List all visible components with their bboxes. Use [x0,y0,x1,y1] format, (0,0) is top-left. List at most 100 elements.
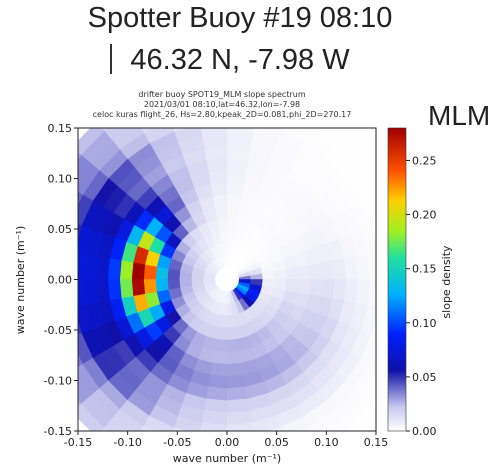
spectrum-cell [107,279,122,301]
spectrum-cell [83,253,99,280]
spectrum-cell [132,97,166,122]
spectrum-cell [172,427,188,431]
colorbar [387,127,407,432]
spectrum-cell [332,258,347,280]
spectrum-cell [372,152,376,160]
spectrum-cells [27,74,376,468]
spectrum-cell [208,170,228,185]
y-axis-label: wave number (m⁻¹) [14,226,27,334]
colorbar-tick-label: 0.15 [412,263,437,276]
spectrum-cell [361,304,376,334]
spectrum-cell [95,256,110,280]
spectrum-cell [251,128,281,144]
spectrum-cell [212,194,228,209]
x-tick-label: 0.00 [215,436,240,449]
x-tick-label: -0.05 [163,436,191,449]
spectrum-cell [226,194,242,209]
spectrum-cell [143,279,157,295]
spectrum-cell [208,374,228,389]
spectrum-cell [227,98,258,113]
spectrum-cell [101,128,109,132]
spectrum-cell [332,279,347,301]
spectrum-cell [367,279,376,307]
spectrum-cell [198,110,227,125]
spectrum-cell [78,191,83,206]
spectrum-cell [226,350,242,365]
spectrum-cell [203,145,228,161]
method-label: MLM [428,100,491,131]
spectrum-cell [226,398,251,414]
spectrum-cell [372,319,376,335]
spectrum-cell [200,422,228,431]
spectrum-cell [203,398,228,414]
colorbar-tick-label: 0.20 [412,209,437,222]
spectrum-cell [266,128,282,132]
spectrum-cell [126,447,162,468]
spectrum-cell [285,279,299,293]
x-tick-label: 0.15 [364,436,389,449]
spectrum-cell [206,386,228,401]
spectrum-cell [78,252,87,280]
chart-title: Spotter Buoy #19 08:10 [87,2,393,34]
spectrum-cell [119,279,134,299]
spectrum-cell [192,74,227,89]
y-tick-label: 0.10 [48,173,73,186]
text-cursor [110,44,112,74]
colorbar-tick-label: 0.00 [412,425,437,438]
spectrum-cell [226,422,254,431]
spectrum-cell [196,98,227,113]
spectrum-cell [226,362,244,377]
spectrum-cell [173,415,203,431]
spectrum-cell [226,374,246,389]
spectrum-cell [320,260,335,280]
spectrum-cell [206,158,228,173]
spectrum-cell [27,209,47,246]
spectrum-cell [260,77,296,98]
spectrum-cell [226,218,238,233]
spectrum-cell [345,128,353,132]
spectrum-cell [226,158,248,173]
y-axis-ticks: 0.15 0.10 0.05 0.00 -0.05 -0.10 -0.15 [44,122,78,438]
spectrum-cell [226,206,240,221]
spectrum-cell [78,225,93,255]
spectrum-cell [308,262,323,280]
spectrum-cell [78,194,94,226]
spectrum-cell [372,399,376,407]
spectrum-cell [297,264,311,280]
spectrum-cell [78,128,105,156]
spectrum-cell [371,353,376,368]
spectrum-cell [360,333,376,365]
spectrum-cell [273,279,287,291]
colorbar-label: slope density [440,245,453,319]
spectrum-cell [256,101,288,121]
spectrum-cell [131,262,146,280]
spectrum-cell [111,409,144,431]
spectrum-cell [107,258,122,280]
spectrum-cell [349,403,376,431]
colorbar-tick-label: 0.10 [412,317,437,330]
spectrum-cell [78,152,82,160]
spectrum-cell [216,326,228,341]
x-tick-label: -0.15 [64,436,92,449]
colorbar-tick-label: 0.05 [412,371,437,384]
spectrum-cell [227,86,260,101]
spectrum-cell [310,128,343,150]
spectrum-cell [119,260,134,280]
colorbar-ticks: 0.00 0.05 0.10 0.15 0.20 0.25 [406,154,437,438]
center-hole [215,267,239,292]
y-tick-label: -0.05 [44,324,72,337]
spectrum-cell [48,183,72,218]
spectrum-cell [78,399,82,407]
spectrum-cell [143,415,175,431]
plot-subtitle-line-2: 2021/03/01 08:10,lat=46.32,lon=-7.98 [143,100,301,109]
spectrum-cell [349,128,376,156]
y-tick-label: 0.00 [48,274,73,287]
spectrum-cell [372,224,376,240]
spectrum-cell [258,89,292,109]
spectrum-cell [166,101,198,121]
spectrum-cell [344,256,359,280]
spectrum-cell [292,86,328,112]
spectrum-cell [297,279,311,295]
spectrum-cell [226,182,244,197]
x-tick-label: 0.05 [264,436,289,449]
